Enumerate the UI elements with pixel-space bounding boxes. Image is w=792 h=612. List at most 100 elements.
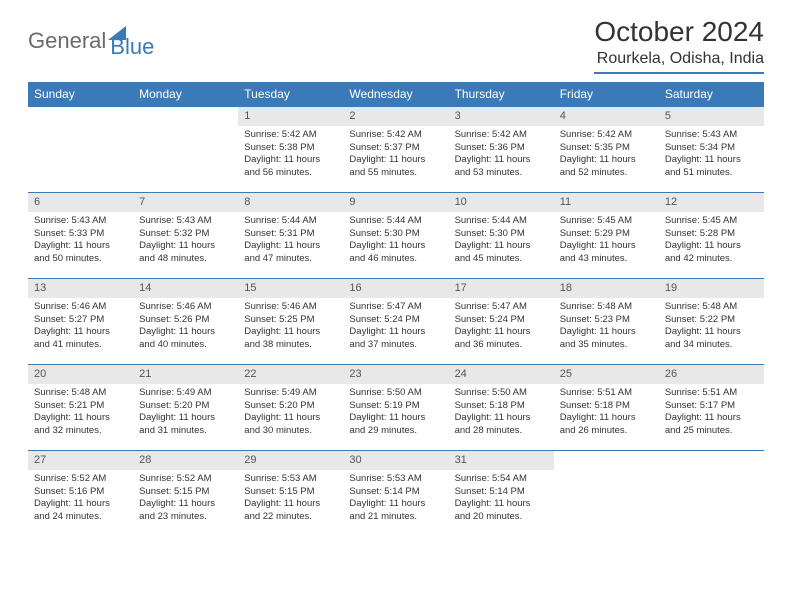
day-number: 7 — [133, 192, 238, 212]
day-number: 18 — [554, 278, 659, 298]
calendar-day-cell: 7 Sunrise: 5:43 AMSunset: 5:32 PMDaylight… — [133, 192, 238, 278]
calendar-day-cell: 26Sunrise: 5:51 AMSunset: 5:17 PMDayligh… — [659, 364, 764, 450]
daylight-text: Daylight: 11 hours and 48 minutes. — [139, 240, 232, 266]
sunrise-text: Sunrise: 5:52 AM — [34, 473, 127, 486]
calendar-day-cell: 11Sunrise: 5:45 AMSunset: 5:29 PMDayligh… — [554, 192, 659, 278]
sunset-text: Sunset: 5:14 PM — [349, 486, 442, 499]
sunrise-text: Sunrise: 5:45 AM — [665, 215, 758, 228]
daylight-text: Daylight: 11 hours and 52 minutes. — [560, 154, 653, 180]
day-number: 3 — [449, 106, 554, 126]
day-content: Sunrise: 5:47 AMSunset: 5:24 PMDaylight:… — [449, 298, 554, 358]
weekday-header: Saturday — [659, 82, 764, 106]
sunset-text: Sunset: 5:33 PM — [34, 228, 127, 241]
day-content: Sunrise: 5:51 AMSunset: 5:18 PMDaylight:… — [554, 384, 659, 444]
day-number: 2 — [343, 106, 448, 126]
sunrise-text: Sunrise: 5:44 AM — [455, 215, 548, 228]
day-content: Sunrise: 5:47 AMSunset: 5:24 PMDaylight:… — [343, 298, 448, 358]
sunset-text: Sunset: 5:21 PM — [34, 400, 127, 413]
calendar-day-cell: 6Sunrise: 5:43 AMSunset: 5:33 PMDaylight… — [28, 192, 133, 278]
sunrise-text: Sunrise: 5:42 AM — [455, 129, 548, 142]
daylight-text: Daylight: 11 hours and 55 minutes. — [349, 154, 442, 180]
location-label: Rourkela, Odisha, India — [594, 50, 764, 74]
day-number: 10 — [449, 192, 554, 212]
sunrise-text: Sunrise: 5:46 AM — [244, 301, 337, 314]
calendar-week-row: 6Sunrise: 5:43 AMSunset: 5:33 PMDaylight… — [28, 192, 764, 278]
calendar-table: SundayMondayTuesdayWednesdayThursdayFrid… — [28, 82, 764, 536]
day-content: Sunrise: 5:48 AMSunset: 5:21 PMDaylight:… — [28, 384, 133, 444]
calendar-day-cell — [133, 106, 238, 192]
day-number: 8 — [238, 192, 343, 212]
calendar-day-cell: 27Sunrise: 5:52 AMSunset: 5:16 PMDayligh… — [28, 450, 133, 536]
sunset-text: Sunset: 5:30 PM — [455, 228, 548, 241]
day-number: 28 — [133, 450, 238, 470]
daylight-text: Daylight: 11 hours and 36 minutes. — [455, 326, 548, 352]
day-content: Sunrise: 5:46 AMSunset: 5:27 PMDaylight:… — [28, 298, 133, 358]
daylight-text: Daylight: 11 hours and 41 minutes. — [34, 326, 127, 352]
day-number: 19 — [659, 278, 764, 298]
calendar-day-cell: 8Sunrise: 5:44 AMSunset: 5:31 PMDaylight… — [238, 192, 343, 278]
daylight-text: Daylight: 11 hours and 50 minutes. — [34, 240, 127, 266]
calendar-day-cell: 4Sunrise: 5:42 AMSunset: 5:35 PMDaylight… — [554, 106, 659, 192]
sunrise-text: Sunrise: 5:51 AM — [665, 387, 758, 400]
day-content: Sunrise: 5:49 AMSunset: 5:20 PMDaylight:… — [238, 384, 343, 444]
calendar-day-cell: 1Sunrise: 5:42 AMSunset: 5:38 PMDaylight… — [238, 106, 343, 192]
weekday-header: Wednesday — [343, 82, 448, 106]
calendar-day-cell: 30 Sunrise: 5:53 AMSunset: 5:14 PMDayligh… — [343, 450, 448, 536]
day-content: Sunrise: 5:46 AMSunset: 5:25 PMDaylight:… — [238, 298, 343, 358]
daylight-text: Daylight: 11 hours and 34 minutes. — [665, 326, 758, 352]
day-number: 24 — [449, 364, 554, 384]
daylight-text: Daylight: 11 hours and 30 minutes. — [244, 412, 337, 438]
sunrise-text: Sunrise: 5:46 AM — [139, 301, 232, 314]
day-number: 20 — [28, 364, 133, 384]
weekday-header: Monday — [133, 82, 238, 106]
day-content: Sunrise: 5:50 AMSunset: 5:18 PMDaylight:… — [449, 384, 554, 444]
sunset-text: Sunset: 5:36 PM — [455, 142, 548, 155]
day-content: Sunrise: 5:51 AMSunset: 5:17 PMDaylight:… — [659, 384, 764, 444]
day-number: 22 — [238, 364, 343, 384]
day-number — [28, 106, 133, 126]
sunset-text: Sunset: 5:15 PM — [244, 486, 337, 499]
day-number: 14 — [133, 278, 238, 298]
daylight-text: Daylight: 11 hours and 21 minutes. — [349, 498, 442, 524]
day-number: 5 — [659, 106, 764, 126]
sunrise-text: Sunrise: 5:45 AM — [560, 215, 653, 228]
day-content: Sunrise: 5:42 AMSunset: 5:38 PMDaylight:… — [238, 126, 343, 186]
calendar-day-cell: 10Sunrise: 5:44 AMSunset: 5:30 PMDayligh… — [449, 192, 554, 278]
daylight-text: Daylight: 11 hours and 40 minutes. — [139, 326, 232, 352]
day-number: 15 — [238, 278, 343, 298]
sunset-text: Sunset: 5:32 PM — [139, 228, 232, 241]
calendar-week-row: 1Sunrise: 5:42 AMSunset: 5:38 PMDaylight… — [28, 106, 764, 192]
calendar-day-cell: 3Sunrise: 5:42 AMSunset: 5:36 PMDaylight… — [449, 106, 554, 192]
sunrise-text: Sunrise: 5:53 AM — [349, 473, 442, 486]
sunset-text: Sunset: 5:20 PM — [139, 400, 232, 413]
sunrise-text: Sunrise: 5:48 AM — [665, 301, 758, 314]
daylight-text: Daylight: 11 hours and 29 minutes. — [349, 412, 442, 438]
day-number: 29 — [238, 450, 343, 470]
sunrise-text: Sunrise: 5:50 AM — [349, 387, 442, 400]
logo-text-general: General — [28, 28, 106, 54]
calendar-week-row: 27Sunrise: 5:52 AMSunset: 5:16 PMDayligh… — [28, 450, 764, 536]
calendar-day-cell: 5Sunrise: 5:43 AMSunset: 5:34 PMDaylight… — [659, 106, 764, 192]
day-number: 26 — [659, 364, 764, 384]
sunrise-text: Sunrise: 5:49 AM — [139, 387, 232, 400]
daylight-text: Daylight: 11 hours and 47 minutes. — [244, 240, 337, 266]
daylight-text: Daylight: 11 hours and 43 minutes. — [560, 240, 653, 266]
weekday-header: Friday — [554, 82, 659, 106]
sunset-text: Sunset: 5:24 PM — [455, 314, 548, 327]
sunset-text: Sunset: 5:24 PM — [349, 314, 442, 327]
day-content: Sunrise: 5:52 AMSunset: 5:15 PMDaylight:… — [133, 470, 238, 530]
day-number: 30 — [343, 450, 448, 470]
day-number: 6 — [28, 192, 133, 212]
sunset-text: Sunset: 5:25 PM — [244, 314, 337, 327]
calendar-day-cell: 12Sunrise: 5:45 AMSunset: 5:28 PMDayligh… — [659, 192, 764, 278]
header: General Blue October 2024 Rourkela, Odis… — [28, 16, 764, 74]
sunrise-text: Sunrise: 5:42 AM — [349, 129, 442, 142]
day-number: 12 — [659, 192, 764, 212]
calendar-day-cell: 22Sunrise: 5:49 AMSunset: 5:20 PMDayligh… — [238, 364, 343, 450]
sunset-text: Sunset: 5:23 PM — [560, 314, 653, 327]
day-number: 17 — [449, 278, 554, 298]
sunset-text: Sunset: 5:29 PM — [560, 228, 653, 241]
sunrise-text: Sunrise: 5:51 AM — [560, 387, 653, 400]
calendar-week-row: 13Sunrise: 5:46 AMSunset: 5:27 PMDayligh… — [28, 278, 764, 364]
sunrise-text: Sunrise: 5:43 AM — [139, 215, 232, 228]
